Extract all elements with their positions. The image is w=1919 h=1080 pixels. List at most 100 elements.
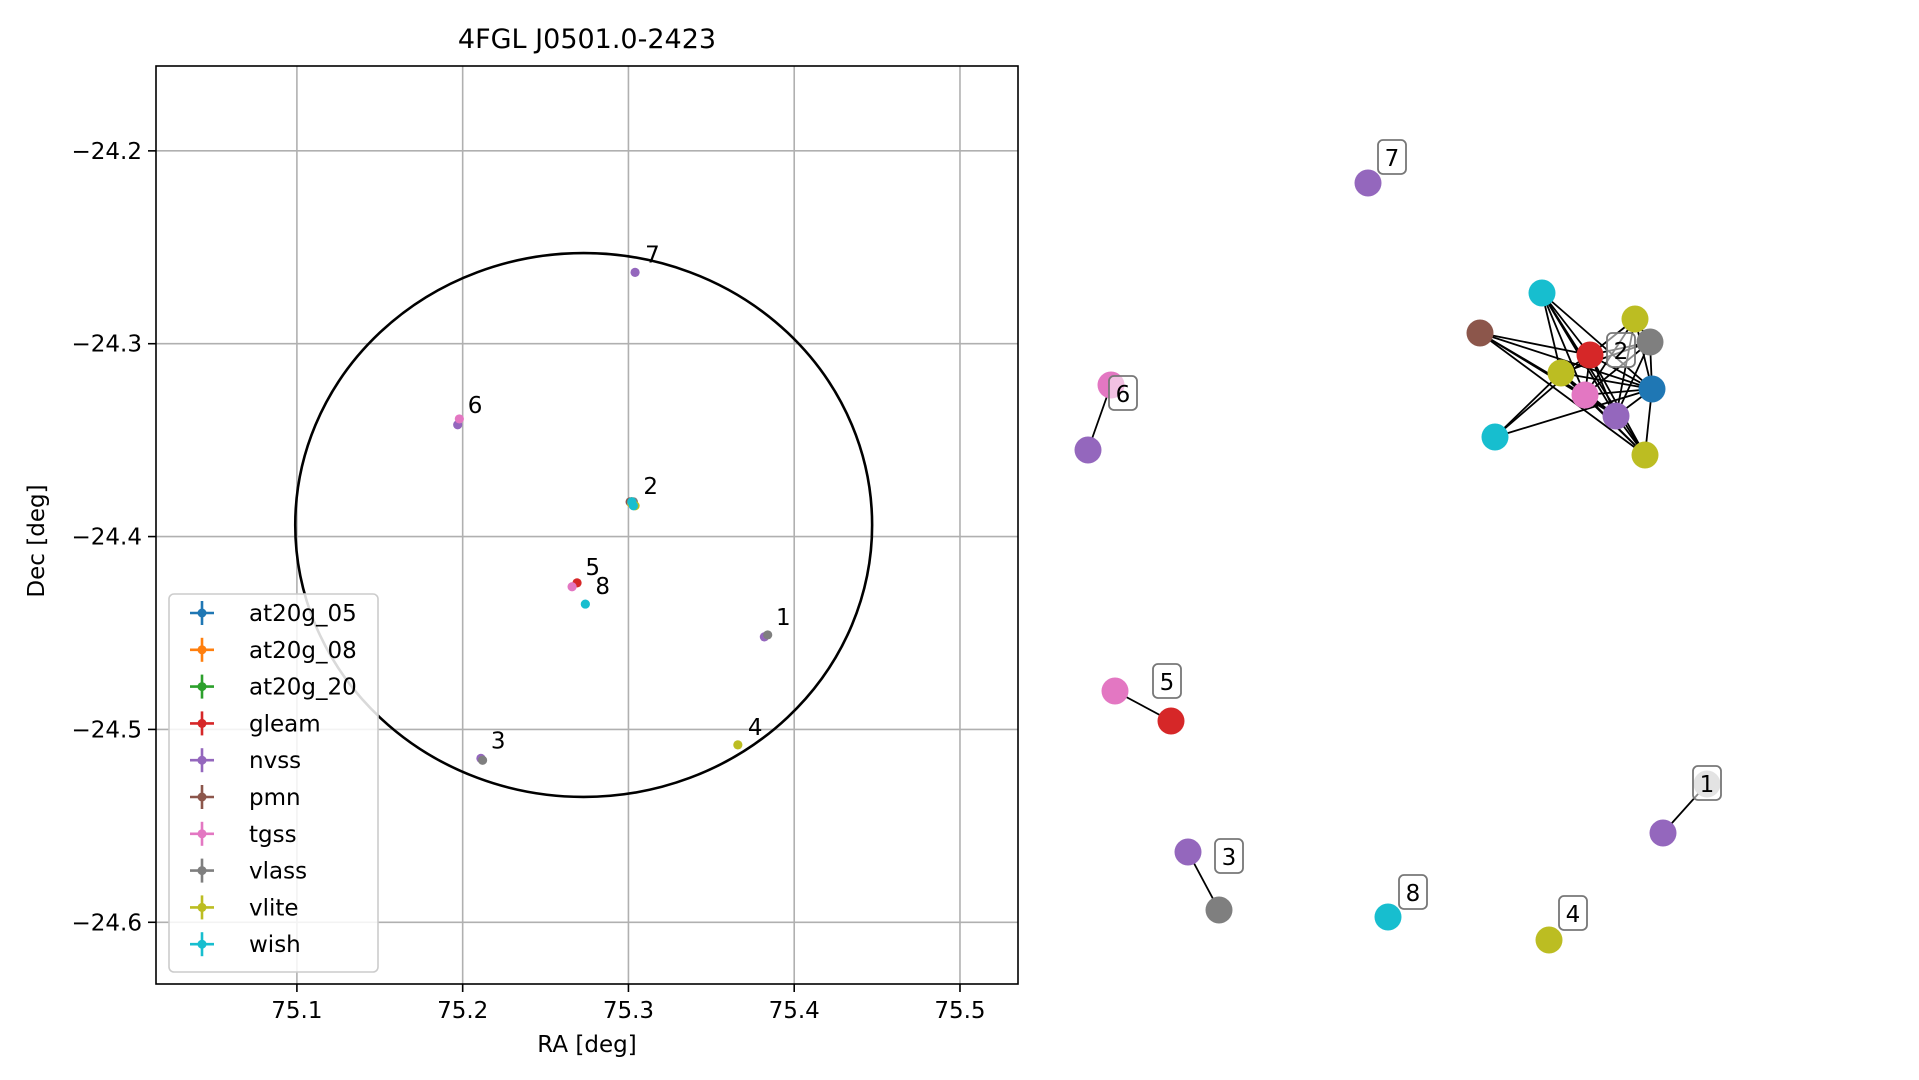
legend-marker-dot: [197, 792, 207, 802]
legend-marker-dot: [197, 645, 207, 655]
source-number-label: 3: [491, 728, 506, 754]
data-point-tgss: [454, 414, 464, 424]
data-point-wish: [580, 599, 590, 609]
source-number-label: 4: [748, 715, 763, 741]
legend-label: nvss: [249, 748, 301, 774]
network-node: [1074, 436, 1102, 464]
legend-marker-dot: [197, 755, 207, 765]
legend-marker-dot: [197, 718, 207, 728]
network-edge: [1494, 372, 1562, 438]
legend-label: pmn: [249, 785, 301, 811]
network-label-box: [1214, 838, 1244, 874]
network-node: [1571, 381, 1599, 409]
network-group-label: 7: [1377, 139, 1407, 175]
legend-item-wish: wish: [190, 932, 301, 958]
axes-frame: [155, 65, 1019, 985]
sky-plot: 75.1 75.2 75.3 75.4 75.5 −24.2 −24.3 −24.4 −24.5…: [72, 65, 1019, 1024]
series-nvss: [453, 267, 769, 763]
network-nodes: [1074, 169, 1721, 954]
network-edge: [1541, 292, 1586, 396]
legend-label: at20g_20: [249, 675, 357, 701]
network-edge: [1541, 292, 1562, 374]
network-edge: [1541, 292, 1646, 456]
data-point-vlass: [477, 755, 488, 765]
network-label-text: 3: [1222, 845, 1237, 871]
legend-label: at20g_08: [249, 638, 357, 664]
network-group-label: 6: [1108, 375, 1138, 411]
network-group-label: 4: [1558, 895, 1588, 931]
network-node: [1576, 341, 1604, 369]
network-edge: [1541, 292, 1653, 390]
network-label-text: 8: [1406, 881, 1421, 907]
network-group-label: 3: [1214, 838, 1244, 874]
network-group-label: 8: [1398, 874, 1428, 910]
series-vlass: [477, 497, 773, 765]
network-edge: [1479, 332, 1591, 356]
network-node: [1174, 838, 1202, 866]
x-tick-label: 75.2: [437, 998, 488, 1024]
data-point-wish: [627, 497, 637, 507]
network-node: [1621, 305, 1649, 333]
legend-label: vlass: [249, 859, 307, 885]
network-edge: [1615, 341, 1651, 417]
chart-title: 4FGL J0501.0-2423: [458, 24, 716, 55]
legend-item-vlite: vlite: [190, 895, 299, 921]
network-node: [1481, 423, 1509, 451]
legend-marker-dot: [197, 866, 207, 876]
data-point-vlite: [733, 740, 743, 750]
network-label-box: [1558, 895, 1588, 931]
network-node: [1547, 359, 1575, 387]
network-node: [1528, 279, 1556, 307]
legend-item-gleam: gleam: [190, 711, 321, 737]
legend-label: at20g_05: [249, 601, 357, 627]
network-node: [1602, 402, 1630, 430]
legend-item-pmn: pmn: [190, 785, 301, 811]
legend-label: gleam: [249, 711, 321, 737]
network-group-label: 2: [1606, 332, 1636, 368]
source-number-label: 2: [643, 474, 658, 500]
legend-marker-dot: [197, 939, 207, 949]
network-label-box: [1108, 375, 1138, 411]
legend-item-nvss: nvss: [190, 748, 301, 774]
y-tick-label: −24.2: [72, 139, 142, 165]
network-node: [1631, 441, 1659, 469]
data-point-vlass: [763, 630, 773, 640]
network-edge: [1560, 372, 1653, 390]
legend-marker-dot: [197, 829, 207, 839]
x-tick-label: 75.3: [603, 998, 654, 1024]
legend-item-at20g_05: at20g_05: [190, 601, 357, 627]
legend-label: vlite: [249, 895, 299, 921]
network-label-box: [1692, 765, 1722, 801]
source-number-label: 7: [645, 242, 660, 268]
network-label-text: 1: [1700, 772, 1715, 798]
legend-marker-dot: [197, 902, 207, 912]
series-tgss: [454, 414, 637, 592]
network-label-box: [1398, 874, 1428, 910]
x-tick-label: 75.1: [271, 998, 322, 1024]
network-label-text: 2: [1614, 339, 1629, 365]
network-node: [1535, 926, 1563, 954]
y-tick-label: −24.3: [72, 332, 142, 358]
legend-label: tgss: [249, 822, 297, 848]
data-point-nvss: [630, 267, 640, 277]
network-node: [1205, 896, 1233, 924]
network-edge: [1479, 332, 1646, 456]
network-node: [1354, 169, 1382, 197]
network-edge: [1584, 341, 1651, 396]
legend-box: [168, 593, 379, 973]
network-label-text: 5: [1160, 670, 1175, 696]
network-group-label: 5: [1152, 663, 1182, 699]
legend-label: wish: [249, 932, 301, 958]
network-label-text: 6: [1116, 382, 1131, 408]
network-node: [1101, 677, 1129, 705]
source-number-label: 5: [585, 555, 600, 581]
network-edge: [1494, 388, 1653, 438]
legend-marker-dot: [197, 608, 207, 618]
legend-item-at20g_20: at20g_20: [190, 674, 357, 701]
network-labels: 1 2 3 4 5 6 7 8: [1108, 139, 1722, 931]
data-point-tgss: [567, 582, 577, 592]
legend-item-vlass: vlass: [190, 858, 307, 885]
legend-marker-dot: [197, 682, 207, 692]
